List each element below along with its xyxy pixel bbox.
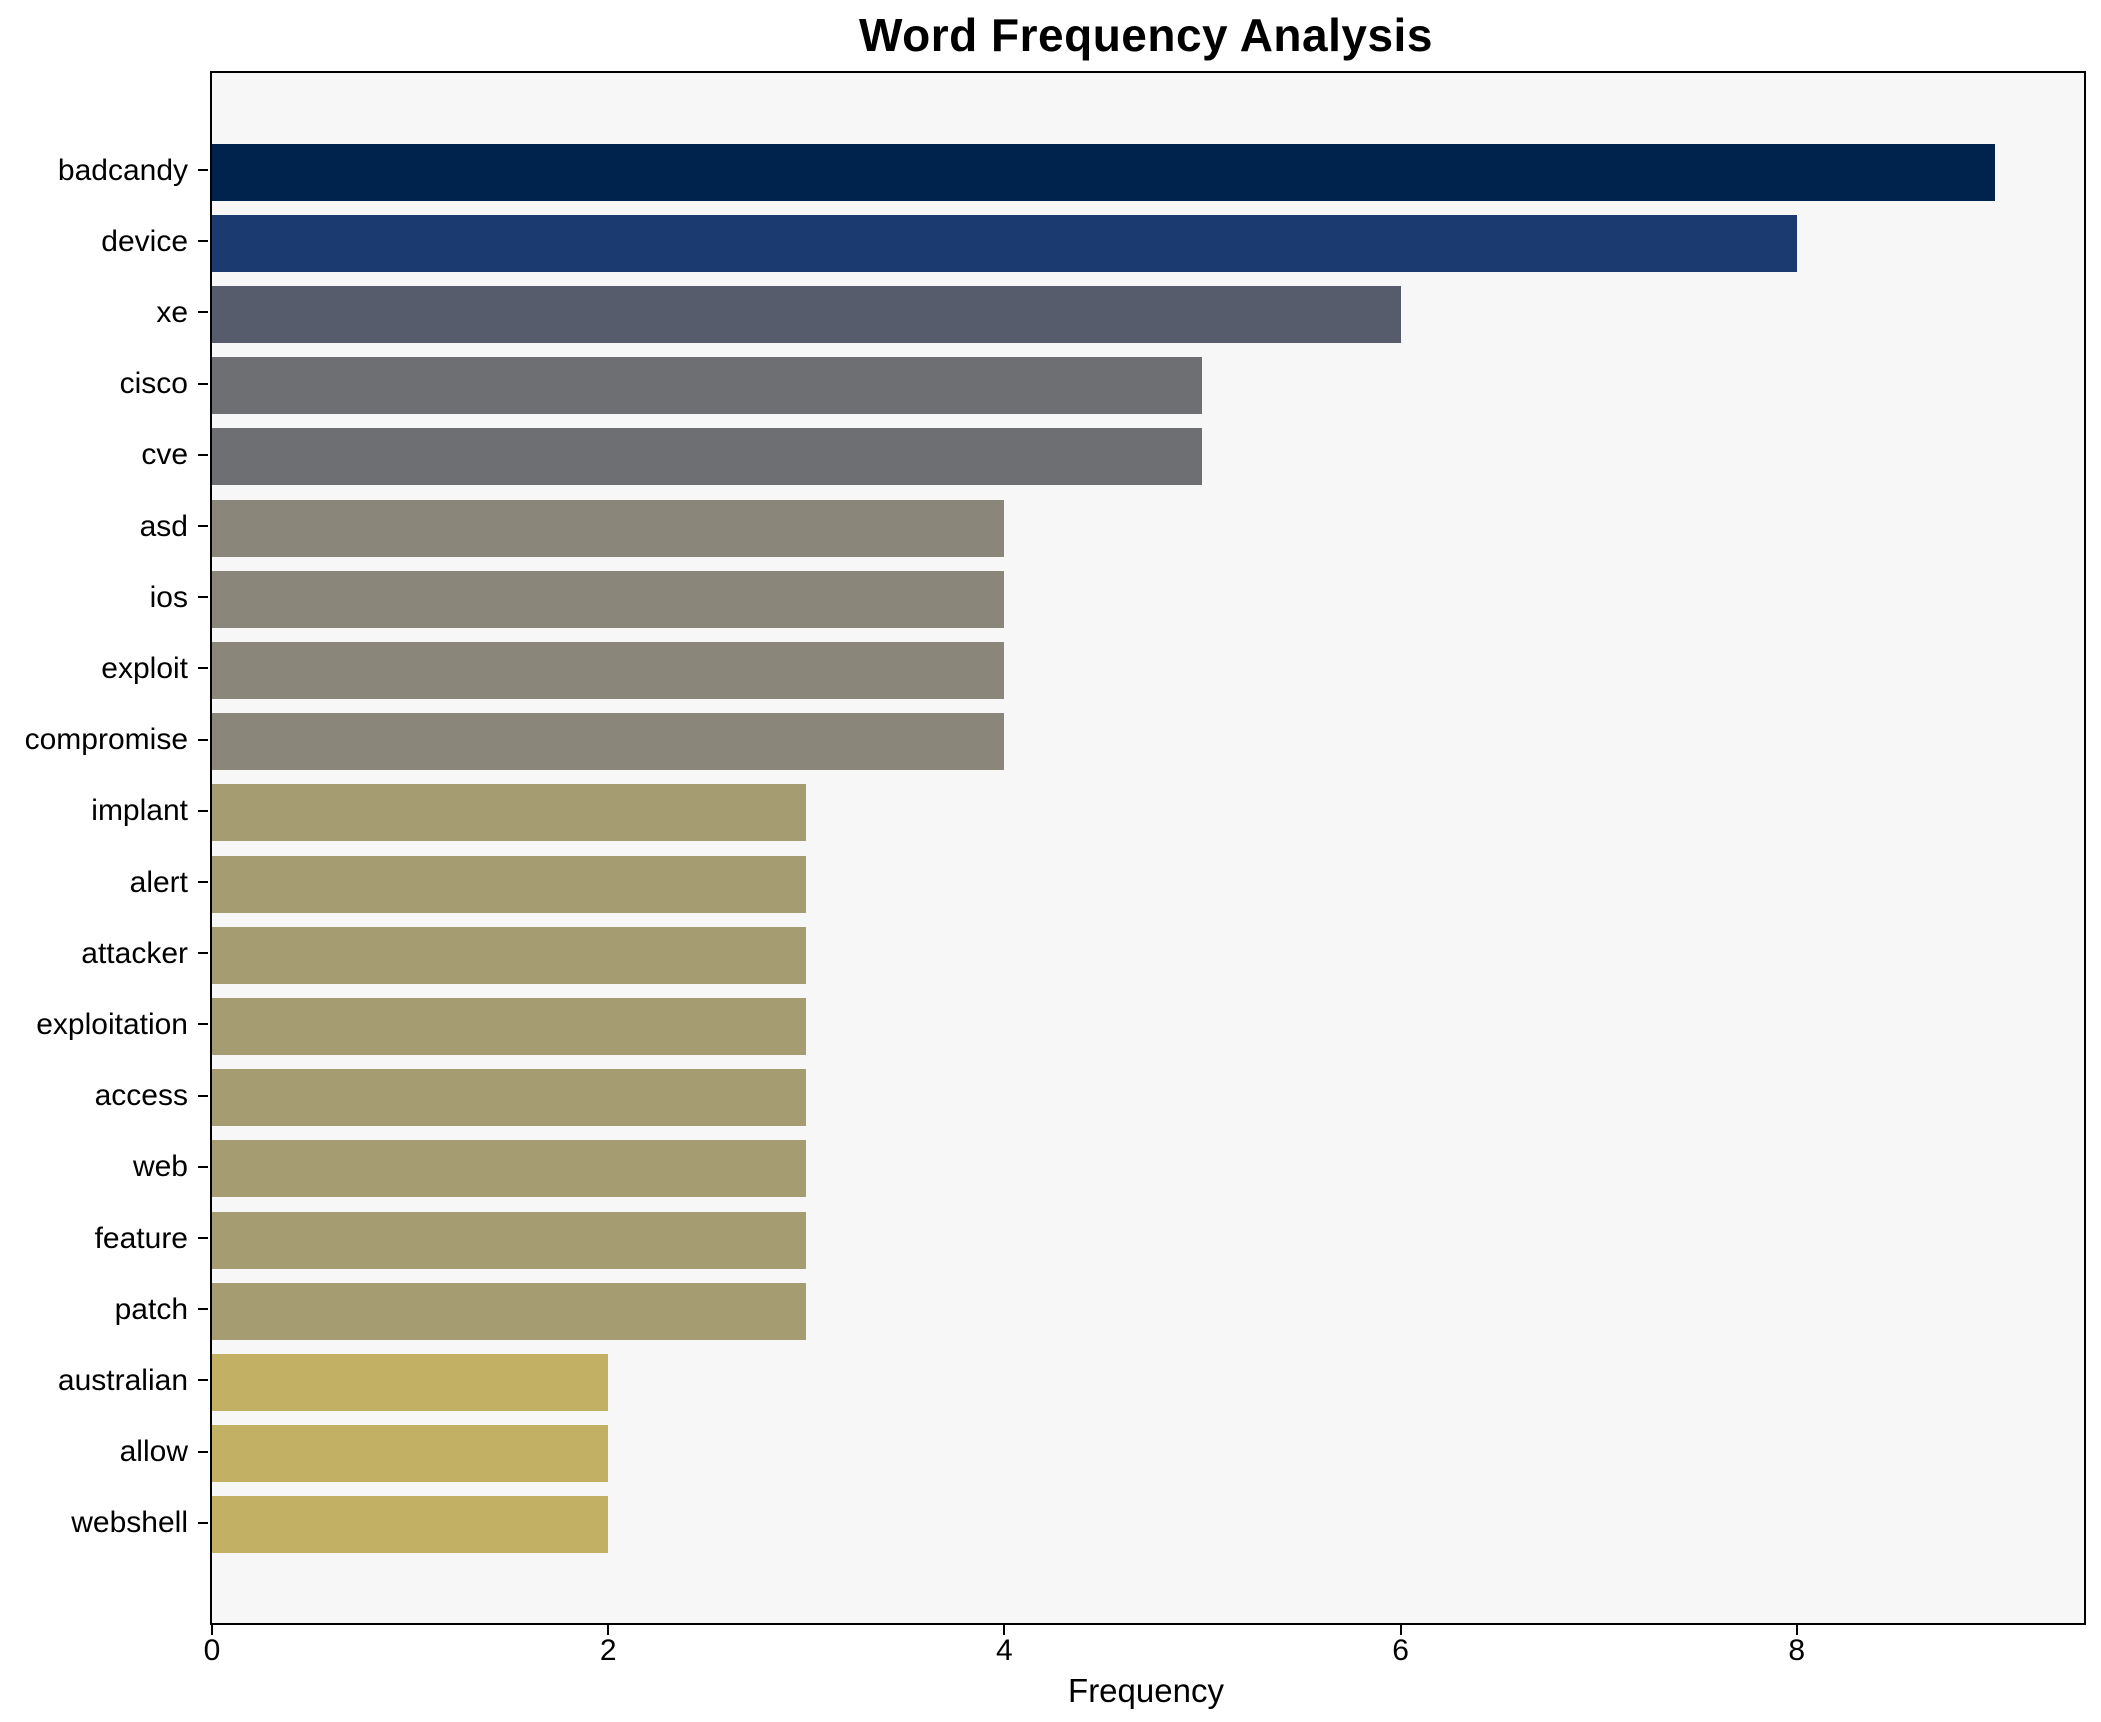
bar-feature [212, 1211, 807, 1269]
y-tick-label-implant: implant [91, 794, 188, 828]
bar-australian [212, 1353, 609, 1411]
y-tick-label-allow: allow [119, 1435, 188, 1469]
y-tick-mark [198, 525, 208, 527]
y-tick-mark [198, 1379, 208, 1382]
bar-web [212, 1140, 807, 1198]
bar-allow [212, 1425, 609, 1483]
bar-xe [212, 285, 1401, 343]
bar-exploit [212, 641, 1005, 699]
x-tick-label-4: 4 [996, 1634, 1013, 1667]
x-tick-label-6: 6 [1392, 1634, 1409, 1667]
x-tick-label-8: 8 [1788, 1634, 1806, 1667]
y-tick-label-australian: australian [57, 1363, 188, 1397]
chart-title: Word Frequency Analysis [859, 9, 1433, 61]
bar-device [212, 214, 1797, 272]
plot-area [210, 71, 2086, 1625]
bar-cve [212, 428, 1203, 486]
y-tick-label-patch: patch [114, 1292, 188, 1326]
bar-webshell [212, 1496, 609, 1554]
y-tick-label-feature: feature [94, 1221, 188, 1255]
y-tick-label-cisco: cisco [119, 367, 188, 401]
bar-exploitation [212, 997, 807, 1055]
y-tick-label-device: device [101, 224, 188, 258]
y-tick-label-webshell: webshell [71, 1506, 188, 1540]
y-tick-label-ios: ios [149, 580, 188, 614]
bar-implant [212, 784, 807, 842]
y-tick-label-attacker: attacker [81, 936, 188, 970]
y-tick-mark [198, 667, 208, 670]
y-tick-mark [198, 1165, 208, 1168]
bar-patch [212, 1282, 807, 1340]
y-tick-mark [198, 952, 208, 955]
y-tick-mark [198, 809, 208, 812]
y-tick-mark [198, 382, 208, 385]
y-tick-label-web: web [132, 1150, 188, 1184]
x-tick-mark [1795, 1623, 1798, 1635]
y-tick-mark [198, 1308, 208, 1311]
y-tick-mark [198, 1450, 208, 1453]
bar-compromise [212, 713, 1005, 771]
bar-alert [212, 855, 807, 913]
x-tick-mark [211, 1623, 213, 1635]
bar-badcandy [212, 143, 1995, 201]
y-tick-label-asd: asd [139, 509, 188, 543]
y-tick-label-exploit: exploit [101, 651, 188, 685]
y-tick-mark [198, 453, 208, 456]
y-tick-label-xe: xe [156, 295, 188, 329]
x-axis-title: Frequency [1068, 1672, 1224, 1709]
bar-attacker [212, 926, 807, 984]
y-tick-mark [198, 1237, 208, 1239]
y-tick-mark [198, 1094, 208, 1097]
y-tick-mark [198, 738, 208, 741]
y-tick-mark [198, 240, 208, 243]
bar-cisco [212, 357, 1203, 415]
x-tick-mark [1003, 1623, 1006, 1635]
x-tick-label-2: 2 [599, 1634, 617, 1667]
y-tick-label-exploitation: exploitation [36, 1007, 188, 1041]
y-tick-mark [198, 1521, 208, 1524]
y-tick-label-compromise: compromise [24, 723, 188, 757]
bar-access [212, 1069, 807, 1127]
y-tick-label-badcandy: badcandy [57, 153, 188, 187]
y-tick-mark [198, 596, 208, 599]
y-tick-label-access: access [94, 1079, 188, 1113]
y-tick-mark [198, 881, 208, 883]
y-tick-mark [198, 1023, 208, 1026]
x-tick-mark [1399, 1623, 1402, 1635]
y-tick-mark [198, 169, 208, 171]
y-tick-label-cve: cve [141, 438, 188, 472]
x-tick-mark [607, 1623, 610, 1635]
bar-ios [212, 570, 1005, 628]
y-tick-label-alert: alert [129, 865, 188, 899]
y-tick-mark [198, 311, 208, 314]
bar-asd [212, 499, 1005, 557]
x-tick-label-0: 0 [203, 1634, 221, 1667]
